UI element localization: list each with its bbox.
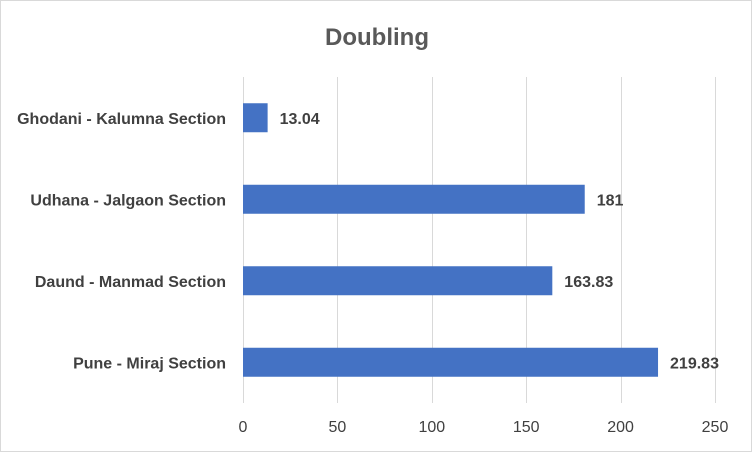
x-tick-label: 200 [607,419,634,436]
data-label: 219.83 [670,355,719,372]
category-label: Daund - Manmad Section [35,274,226,291]
bar [243,103,268,133]
data-label: 181 [597,192,624,209]
data-label: 13.04 [280,111,320,128]
x-axis-tick-labels: 0 50 100 150 200 250 [239,419,729,436]
x-tick-label: 250 [702,419,729,436]
bars [243,103,659,377]
category-label: Ghodani - Kalumna Section [17,111,226,128]
bar [243,347,659,377]
bar [243,184,585,214]
category-labels: Ghodani - Kalumna Section Udhana - Jalgao… [17,111,226,373]
x-tick-label: 150 [513,419,540,436]
data-labels: 13.04 181 163.83 219.83 [280,111,719,373]
category-label: Udhana - Jalgaon Section [30,192,226,209]
x-tick-label: 50 [329,419,347,436]
chart-title: Doubling [325,24,429,51]
data-label: 163.83 [564,274,613,291]
x-tick-label: 0 [239,419,248,436]
bar [243,266,553,296]
category-label: Pune - Miraj Section [73,355,226,372]
x-tick-label: 100 [418,419,445,436]
